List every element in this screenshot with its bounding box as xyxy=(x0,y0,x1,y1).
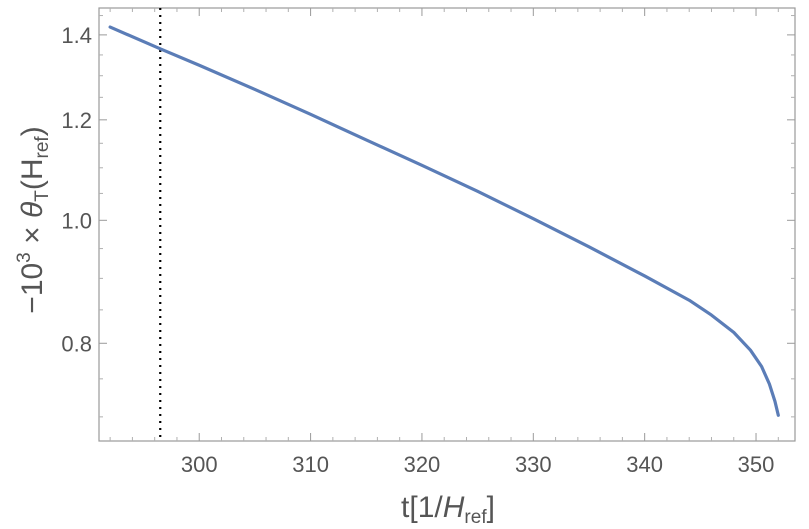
y-tick-label: 0.8 xyxy=(61,331,92,356)
y-axis-ticks: 0.8 1.0 1.2 1.4 xyxy=(61,15,795,418)
y-tick-label: 1.2 xyxy=(61,108,92,133)
x-axis-label: t[1/Href] xyxy=(401,491,495,528)
series-line xyxy=(108,25,780,417)
plot-border xyxy=(98,7,796,442)
plot-frame xyxy=(98,7,796,442)
x-tick-label: 320 xyxy=(404,452,441,477)
x-axis-ticks: 300 310 320 330 340 350 xyxy=(109,8,779,477)
x-tick-label: 300 xyxy=(181,452,218,477)
x-tick-label: 330 xyxy=(515,452,552,477)
x-tick-label: 350 xyxy=(738,452,775,477)
y-axis-label: −103 × θT(Href) xyxy=(14,126,53,313)
y-tick-label: 1.0 xyxy=(61,208,92,233)
x-tick-label: 310 xyxy=(292,452,329,477)
y-tick-label: 1.4 xyxy=(61,23,92,48)
x-tick-label: 340 xyxy=(626,452,663,477)
plot-marks xyxy=(108,8,780,441)
